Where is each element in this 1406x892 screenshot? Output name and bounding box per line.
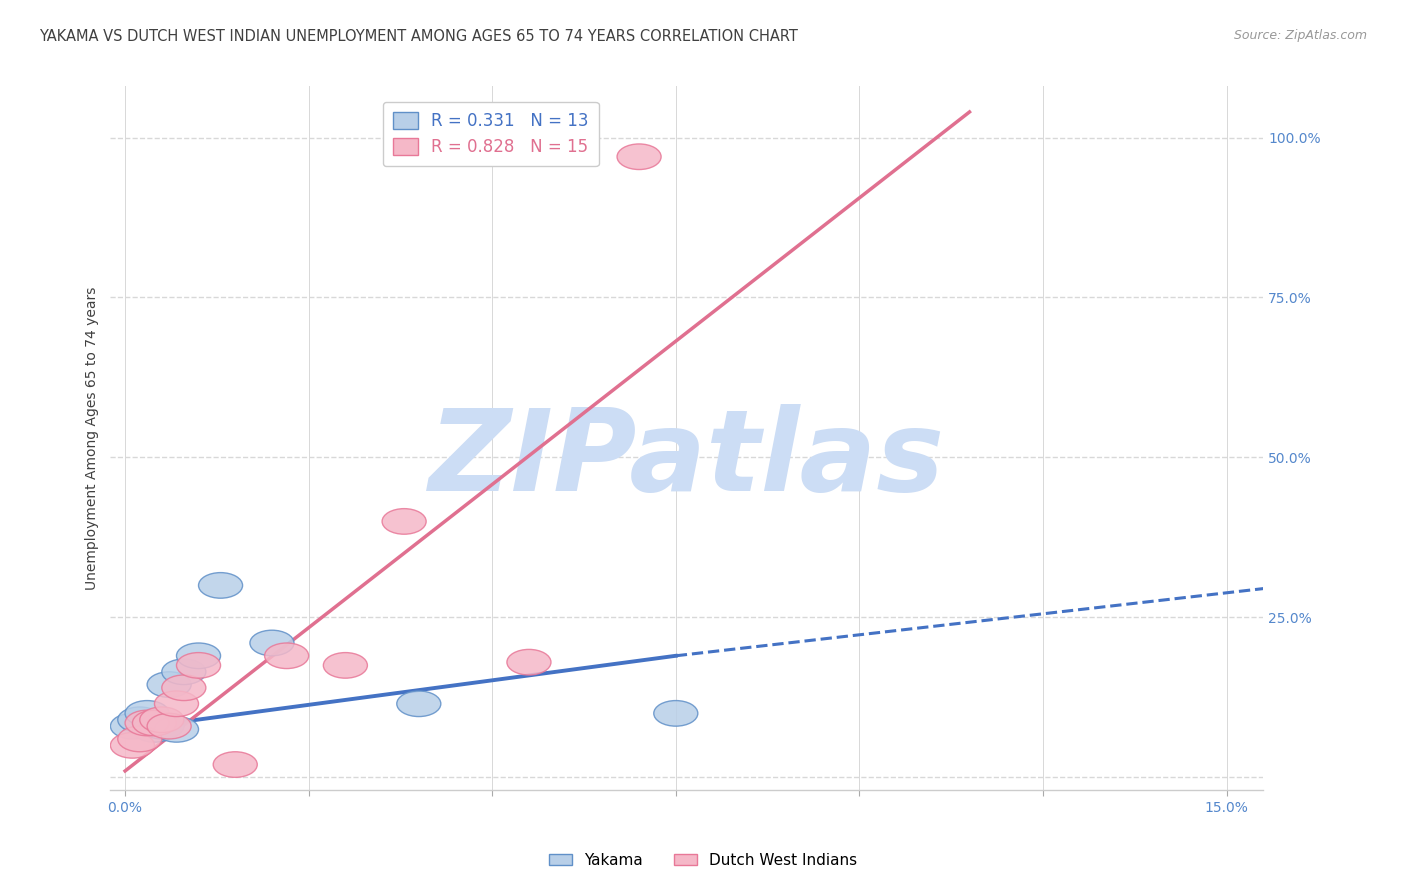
Ellipse shape [125, 710, 169, 736]
Ellipse shape [132, 716, 177, 742]
Ellipse shape [508, 649, 551, 675]
Ellipse shape [214, 752, 257, 777]
Text: Source: ZipAtlas.com: Source: ZipAtlas.com [1233, 29, 1367, 42]
Ellipse shape [111, 714, 155, 739]
Ellipse shape [198, 573, 243, 599]
Ellipse shape [139, 714, 184, 739]
Ellipse shape [382, 508, 426, 534]
Ellipse shape [139, 707, 184, 732]
Ellipse shape [111, 732, 155, 758]
Text: ZIPatlas: ZIPatlas [429, 404, 945, 515]
Ellipse shape [148, 714, 191, 739]
Ellipse shape [250, 630, 294, 656]
Y-axis label: Unemployment Among Ages 65 to 74 years: Unemployment Among Ages 65 to 74 years [86, 286, 100, 590]
Ellipse shape [177, 643, 221, 669]
Ellipse shape [162, 659, 205, 684]
Text: YAKAMA VS DUTCH WEST INDIAN UNEMPLOYMENT AMONG AGES 65 TO 74 YEARS CORRELATION C: YAKAMA VS DUTCH WEST INDIAN UNEMPLOYMENT… [39, 29, 799, 44]
Ellipse shape [264, 643, 309, 669]
Ellipse shape [654, 700, 697, 726]
Ellipse shape [162, 675, 205, 700]
Ellipse shape [617, 144, 661, 169]
Ellipse shape [148, 672, 191, 698]
Ellipse shape [323, 653, 367, 678]
Legend: R = 0.331   N = 13, R = 0.828   N = 15: R = 0.331 N = 13, R = 0.828 N = 15 [382, 102, 599, 167]
Ellipse shape [155, 691, 198, 716]
Legend: Yakama, Dutch West Indians: Yakama, Dutch West Indians [543, 847, 863, 873]
Ellipse shape [177, 653, 221, 678]
Ellipse shape [396, 691, 441, 716]
Ellipse shape [118, 707, 162, 732]
Ellipse shape [155, 716, 198, 742]
Ellipse shape [132, 710, 177, 736]
Ellipse shape [118, 726, 162, 752]
Ellipse shape [125, 700, 169, 726]
